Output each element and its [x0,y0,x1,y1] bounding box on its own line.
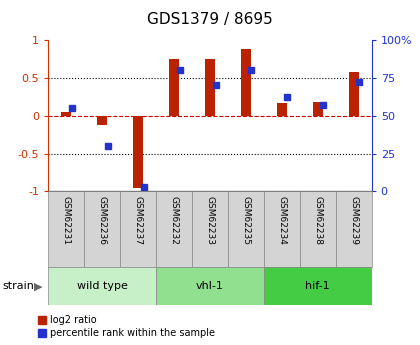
Text: GSM62239: GSM62239 [349,196,358,245]
Bar [264,267,372,305]
Text: GSM62238: GSM62238 [313,196,322,245]
Bar [156,267,264,305]
Text: hif-1: hif-1 [305,282,330,291]
Text: GSM62237: GSM62237 [134,196,143,245]
Bar [169,59,179,116]
Bar [277,103,287,116]
Bar [349,72,359,116]
Text: strain: strain [2,282,34,291]
Text: GSM62233: GSM62233 [205,196,215,245]
Bar [228,191,264,267]
Text: ▶: ▶ [34,282,43,291]
Bar [133,116,143,188]
Bar [300,191,336,267]
Bar [241,49,251,116]
Text: GDS1379 / 8695: GDS1379 / 8695 [147,12,273,27]
Bar [205,59,215,116]
Bar [84,191,120,267]
Bar [264,191,300,267]
Bar [97,116,107,126]
Text: GSM62235: GSM62235 [241,196,250,245]
Bar [336,191,372,267]
Bar [61,112,71,116]
Text: GSM62234: GSM62234 [277,196,286,245]
Text: wild type: wild type [77,282,128,291]
Bar [120,191,156,267]
Text: GSM62236: GSM62236 [98,196,107,245]
Bar [48,267,156,305]
Text: vhl-1: vhl-1 [196,282,224,291]
Bar [48,191,84,267]
Text: GSM62232: GSM62232 [170,196,178,245]
Bar [192,191,228,267]
Text: GSM62231: GSM62231 [62,196,71,245]
Bar [313,102,323,116]
Bar [156,191,192,267]
Legend: log2 ratio, percentile rank within the sample: log2 ratio, percentile rank within the s… [39,315,215,338]
